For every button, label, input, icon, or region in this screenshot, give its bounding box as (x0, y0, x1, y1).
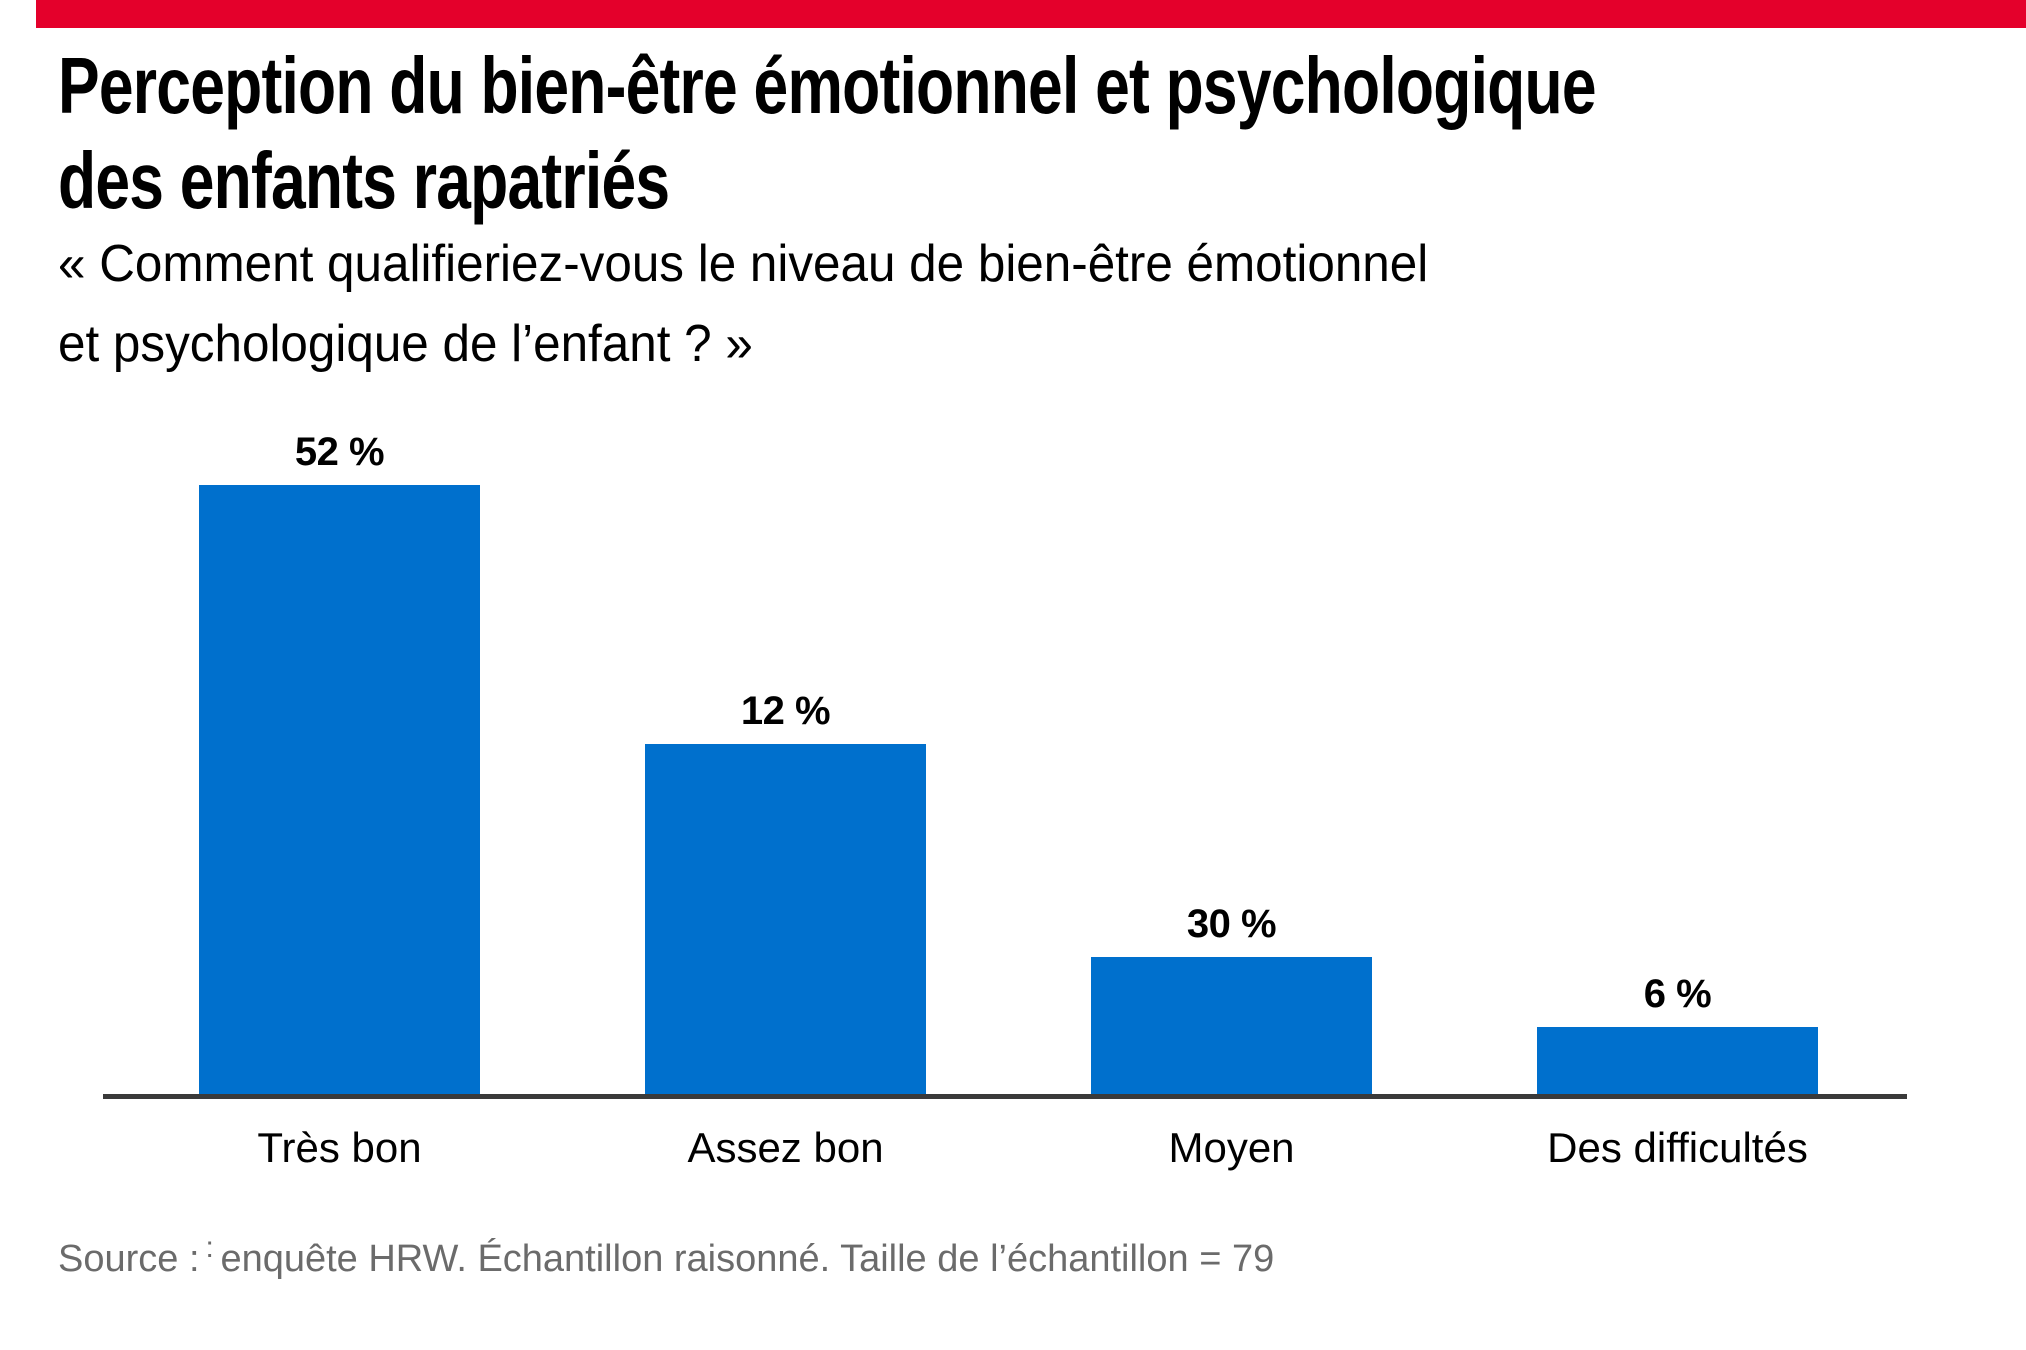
bar-category-label: Assez bon (687, 1124, 884, 1171)
bar (199, 485, 480, 1098)
chart-subtitle-line1: « Comment qualifieriez-vous le niveau de… (58, 235, 1429, 293)
bar-category-label: Très bon (257, 1124, 422, 1171)
bar-value-label: 12 % (740, 689, 831, 733)
bar-value-label: 6 % (1643, 972, 1712, 1016)
chart-subtitle-line2: et psychologique de l’enfant ? » (58, 315, 753, 373)
top-red-rule (36, 0, 2026, 28)
chart-title: Perception du bien-être émotionnel et ps… (58, 38, 1597, 228)
source-body: enquête HRW. Échantillon raisonné. Taill… (220, 1238, 1275, 1280)
bar (1537, 1027, 1818, 1098)
bar (645, 744, 926, 1098)
chart-subtitle: « Comment qualifieriez-vous le niveau de… (58, 224, 1428, 384)
bar-category-label: Moyen (1168, 1124, 1295, 1171)
bar-category-label: Des difficultés (1547, 1124, 1808, 1171)
chart-title-line1: Perception du bien-être émotionnel et ps… (58, 41, 1597, 130)
bar (1091, 957, 1372, 1098)
bar-value-label: 30 % (1186, 902, 1277, 946)
source-note: Source :: enquête HRW. Échantillon raiso… (58, 1231, 1275, 1281)
source-prefix: Source : (58, 1238, 200, 1280)
bar-value-label: 52 % (294, 430, 385, 474)
x-axis-line (103, 1094, 1907, 1099)
chart-title-line2: des enfants rapatriés (58, 136, 670, 225)
